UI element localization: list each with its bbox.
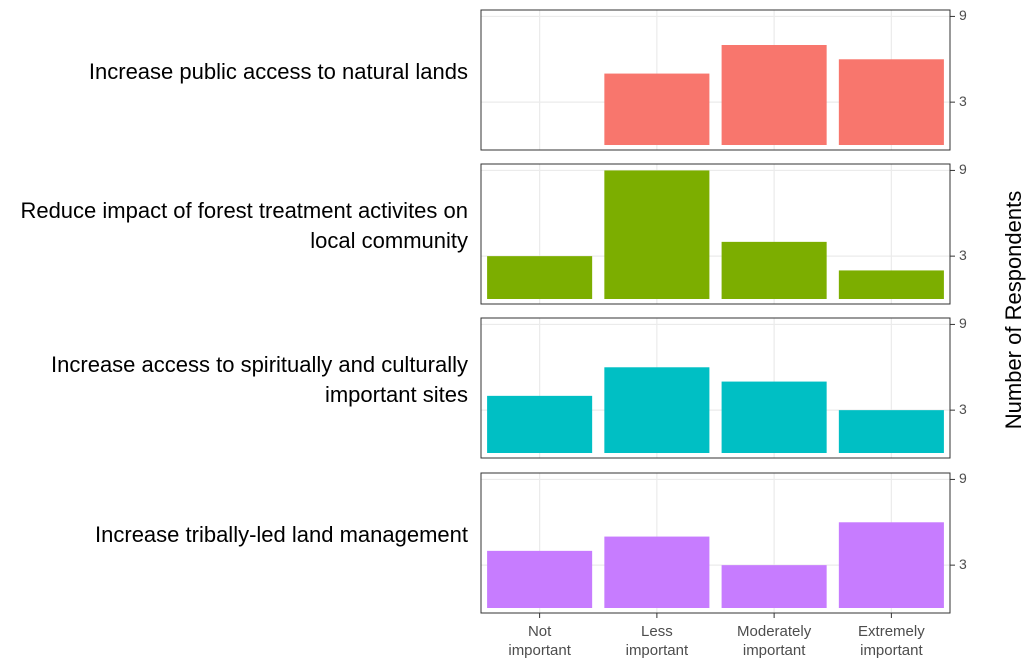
bar [604,73,710,145]
panel-border [480,472,951,614]
bar [604,367,710,453]
panel-border [480,9,951,151]
y-tick-label: 9 [959,161,967,177]
y-axis-title: Number of Respondents [1001,191,1026,429]
x-tick-label: Extremely important [858,623,925,659]
bar [721,45,827,145]
bar [838,410,944,453]
facet-label: Reduce impact of forest treatment activi… [20,198,468,253]
panel-border [480,317,951,459]
y-tick-label: 3 [959,247,967,263]
facet-label: Increase public access to natural lands [88,59,468,84]
bar [604,170,710,299]
y-tick-label: 9 [959,7,967,23]
y-tick-label: 3 [959,93,967,109]
x-tick-label: Not important [508,623,571,659]
bar [721,565,827,608]
facet-label: Increase access to spiritually and cultu… [51,352,468,407]
bar [721,241,827,299]
y-tick-label: 3 [959,556,967,572]
y-tick-label: 9 [959,470,967,486]
bar [487,395,593,453]
x-tick-label: Moderately important [737,623,812,659]
bar [838,59,944,145]
bar [487,256,593,299]
y-tick-label: 9 [959,315,967,331]
bar [838,522,944,608]
facet-label: Increase tribally-led land management [95,522,468,547]
panel-border [480,163,951,305]
x-tick-label: Less important [626,623,689,659]
bar [487,550,593,608]
bar [838,270,944,299]
bar [604,536,710,608]
y-tick-label: 3 [959,401,967,417]
bar [721,381,827,453]
